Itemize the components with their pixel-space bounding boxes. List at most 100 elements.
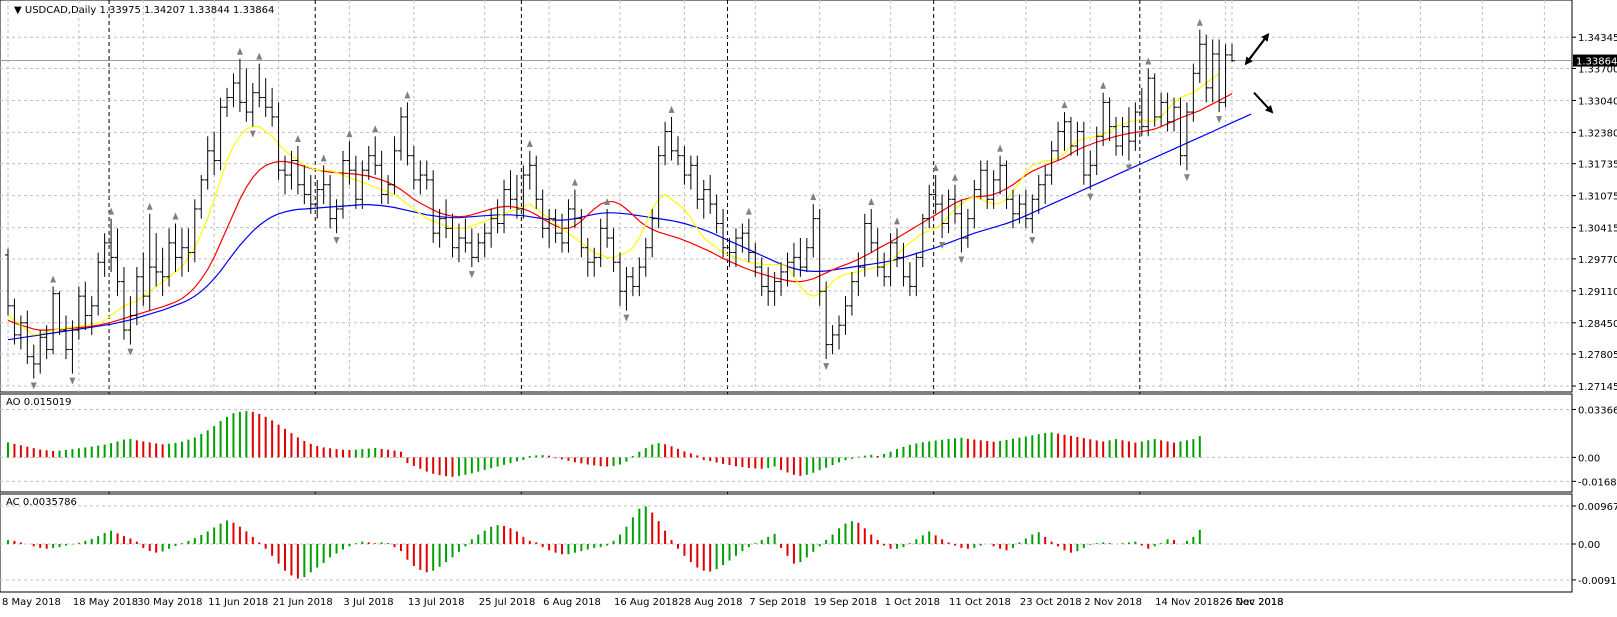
fractal-up-icon [571,178,578,186]
chart-symbol-label: USDCAD,Daily [25,5,96,16]
arrow-up-icon [1244,33,1269,66]
x-tick-label: 19 Sep 2018 [814,597,877,608]
fractal-up-icon [604,197,611,205]
y-tick-label: 1.28450 [1578,319,1617,330]
fractal-up-icon [526,139,533,147]
fractal-up-icon [810,193,817,201]
fractal-down-icon [1125,164,1132,172]
x-tick-label: 21 Jun 2018 [273,597,333,608]
fractal-up-icon [372,125,379,133]
fractal-up-icon [108,207,115,215]
x-tick-label: 28 Aug 2018 [678,597,742,608]
x-tick-label: 18 May 2018 [73,597,138,608]
fractal-up-icon [236,47,243,55]
y-tick-label: 1.33700 [1578,64,1617,75]
ac-histogram [7,506,1201,579]
fractal-down-icon [1087,193,1094,201]
indicator-y-tick-label: 0.009679 [1578,502,1617,513]
fractal-up-icon [1196,18,1203,26]
fractal-up-icon [1100,81,1107,89]
y-tick-label: 1.31735 [1578,160,1617,171]
x-tick-label: 14 Nov 2018 [1155,597,1219,608]
fractal-up-icon [320,154,327,162]
y-tick-label: 1.27805 [1578,350,1617,361]
x-tick-label: 25 Jul 2018 [479,597,536,608]
fractal-up-icon [50,275,57,283]
fractal-up-icon [172,212,179,220]
fractal-up-icon [1145,57,1152,65]
x-tick-label: 26 Nov 2018 [1220,597,1284,608]
fractal-up-icon [894,217,901,225]
x-tick-label: 13 Jul 2018 [408,597,465,608]
y-tick-label: 1.30415 [1578,224,1617,235]
fractal-down-icon [939,242,946,250]
y-tick-label: 1.27145 [1578,382,1617,393]
fractal-up-icon [668,105,675,113]
fractal-up-icon [745,207,752,215]
ao-grid [0,408,1572,482]
price-series [0,18,1572,390]
y-axis: 1.34345 1.33700 1.33040 1.32380 1.31735 1.310… [1572,33,1617,587]
fractal-up-icon [951,173,958,181]
x-tick-label: 23 Oct 2018 [1020,597,1082,608]
x-tick-label: 30 May 2018 [137,597,202,608]
indicator-y-tick-label: -0.016818 [1578,477,1617,488]
ao-histogram [7,411,1201,477]
fractal-up-icon [404,91,411,99]
main-price-pane: ▼ USDCAD,Daily 1.33975 1.34207 1.33844 1… [0,0,1573,592]
ao-title: AO 0.015019 [6,397,71,408]
chart-title: ▼ USDCAD,Daily 1.33975 1.34207 1.33844 1… [14,5,274,16]
fractal-down-icon [468,271,475,279]
ac-indicator-pane: AC 0.0035786 [0,493,1573,593]
arrow-down-icon [1253,92,1274,114]
fractal-up-icon [868,197,875,205]
y-tick-label: 1.31075 [1578,192,1617,203]
fractal-down-icon [333,237,340,245]
ac-title: AC 0.0035786 [6,497,77,508]
fractal-down-icon [958,256,965,264]
symbol-triangle-icon: ▼ [14,5,22,16]
x-tick-label: 2 Nov 2018 [1084,597,1142,608]
fractal-down-icon [1216,116,1223,124]
fractal-up-icon [146,202,153,210]
y-tick-label: 1.32380 [1578,128,1617,139]
y-tick-label: 1.33040 [1578,96,1617,107]
fractal-down-icon [623,314,630,322]
ma-slow-line [7,113,1252,341]
fractal-up-icon [346,130,353,138]
fractal-up-icon [932,164,939,172]
y-tick-label: 1.34345 [1578,33,1617,44]
ma-mid-line [7,93,1233,331]
indicator-y-tick-label: 0.00 [1578,453,1600,464]
x-tick-label: 11 Oct 2018 [949,597,1011,608]
x-tick-label: 1 Oct 2018 [885,597,940,608]
x-tick-label: 6 Dec 2018 [1226,597,1284,608]
ac-grid [0,505,1572,581]
indicator-y-tick-label: -0.009145 [1578,576,1617,587]
y-tick-label: 1.29770 [1578,255,1617,266]
fractal-up-icon [256,52,263,60]
x-tick-label: 11 Jun 2018 [208,597,268,608]
fractal-down-icon [127,348,134,356]
ac-pane-frame [0,493,1573,593]
fractal-down-icon [249,130,256,138]
y-tick-label: 1.29110 [1578,287,1617,298]
fractal-down-icon [69,377,76,385]
ao-indicator-pane: AO 0.015019 [0,393,1573,493]
fractal-down-icon [1183,174,1190,182]
fractal-down-icon [30,382,37,390]
indicator-y-tick-label: 0.00 [1578,540,1600,551]
x-tick-label: 6 Aug 2018 [543,597,601,608]
indicator-y-tick-label: 0.033669 [1578,405,1617,416]
x-tick-label: 3 Jul 2018 [343,597,393,608]
last-price-label: 1.33864 [1576,57,1617,68]
x-axis: 8 May 2018 18 May 2018 30 May 2018 11 Jun 2… [2,597,1284,608]
x-tick-label: 16 Aug 2018 [614,597,678,608]
last-price-badge [1573,54,1617,67]
fractal-up-icon [1061,101,1068,109]
ao-pane-frame [0,393,1573,493]
x-tick-label: 8 May 2018 [2,597,61,608]
ohlc-readout: 1.33975 1.34207 1.33844 1.33864 [99,5,274,16]
